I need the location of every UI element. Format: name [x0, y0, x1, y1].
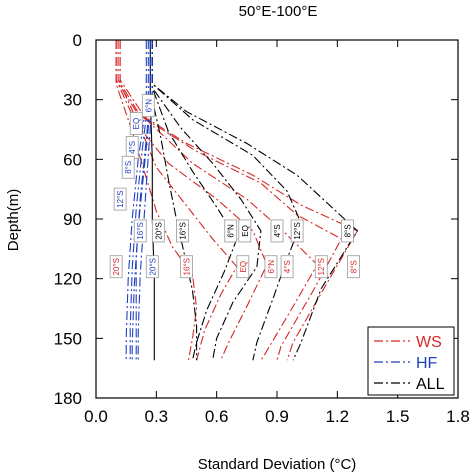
- series-line-ws-2: [119, 40, 318, 361]
- x-tick-label: 0.6: [205, 407, 229, 426]
- annotation-box: [145, 255, 159, 279]
- series-line-ws-1: [117, 40, 343, 361]
- y-tick-label: 30: [63, 91, 82, 110]
- annotation-box: [224, 219, 238, 243]
- annotation-box: [180, 255, 193, 279]
- series-line-all-6: [151, 40, 359, 361]
- annotation-label: 20°S: [112, 258, 121, 275]
- annotation-label: 12°S: [293, 222, 302, 239]
- annotation-box: [113, 187, 127, 211]
- series-line-all-8: [151, 40, 262, 361]
- annotation-box: [151, 219, 165, 243]
- y-tick-label: 180: [54, 389, 82, 408]
- annotation-label: 20°S: [154, 222, 163, 239]
- annotation-box: [133, 219, 147, 243]
- x-tick-label: 0.9: [265, 407, 289, 426]
- legend-box: [367, 326, 455, 396]
- y-axis-label: Depth(m): [5, 189, 22, 252]
- annotation-box: [176, 219, 189, 243]
- annotation-label: 12°S: [116, 190, 125, 207]
- annotation-box: [270, 219, 284, 243]
- x-tick-label: 1.8: [446, 407, 470, 426]
- annotation-box: [290, 219, 304, 243]
- legend-label-all: ALL: [416, 376, 445, 393]
- y-tick-label: 120: [54, 270, 82, 289]
- annotation-label: EQ: [132, 118, 141, 130]
- annotation-label: 6°N: [144, 99, 153, 113]
- series-line-all-11: [149, 40, 155, 361]
- annotation-label: 16°S: [183, 258, 192, 275]
- series-line-hf-16: [131, 40, 151, 361]
- annotation-label: 6°N: [267, 260, 276, 274]
- series-line-ws-3: [115, 40, 268, 361]
- annotation-box: [109, 255, 123, 279]
- annotation-label: 12°S: [317, 258, 326, 275]
- annotation-box: [264, 255, 278, 279]
- annotation-box: [141, 94, 155, 118]
- y-tick-label: 150: [54, 329, 82, 348]
- series-line-all-10: [149, 40, 198, 361]
- annotation-label: 16°S: [136, 222, 145, 239]
- annotation-box: [121, 155, 135, 179]
- annotation-label: 8°S: [124, 161, 133, 174]
- series-line-all-7: [151, 40, 302, 361]
- x-tick-label: 1.2: [326, 407, 350, 426]
- chart-title: 50°E-100°E: [239, 3, 318, 20]
- series-line-ws-4: [119, 40, 238, 361]
- annotation-label: 8°S: [349, 260, 358, 273]
- y-tick-label: 0: [73, 31, 82, 50]
- annotation-label: EQ: [241, 225, 250, 237]
- y-tick-label: 90: [63, 210, 82, 229]
- annotation-box: [340, 219, 354, 243]
- annotation-label: EQ: [239, 261, 248, 273]
- annotation-label: 4°S: [128, 141, 137, 154]
- annotation-box: [236, 255, 250, 279]
- x-tick-label: 1.5: [386, 407, 410, 426]
- x-tick-label: 0.0: [84, 407, 108, 426]
- legend-label-hf: HF: [416, 355, 438, 372]
- series-line-ws-5: [115, 40, 198, 361]
- y-tick-label: 60: [63, 150, 82, 169]
- annotation-box: [129, 112, 143, 135]
- series-line-hf-12: [135, 40, 151, 361]
- annotation-label: 4°S: [273, 224, 282, 237]
- series-line-all-9: [151, 40, 238, 361]
- annotation-label: 4°S: [283, 260, 292, 273]
- x-axis-label: Standard Deviation (°C): [198, 456, 357, 473]
- legend-label-ws: WS: [416, 334, 442, 351]
- annotation-box: [347, 255, 360, 279]
- annotation-box: [314, 255, 328, 279]
- annotation-label: 16°S: [178, 222, 187, 239]
- annotation-box: [280, 255, 294, 279]
- x-tick-label: 0.3: [145, 407, 169, 426]
- annotation-label: 6°N: [227, 224, 236, 238]
- annotation-label: 8°S: [343, 224, 352, 237]
- annotation-box: [238, 219, 252, 243]
- annotation-label: 20°S: [148, 258, 157, 275]
